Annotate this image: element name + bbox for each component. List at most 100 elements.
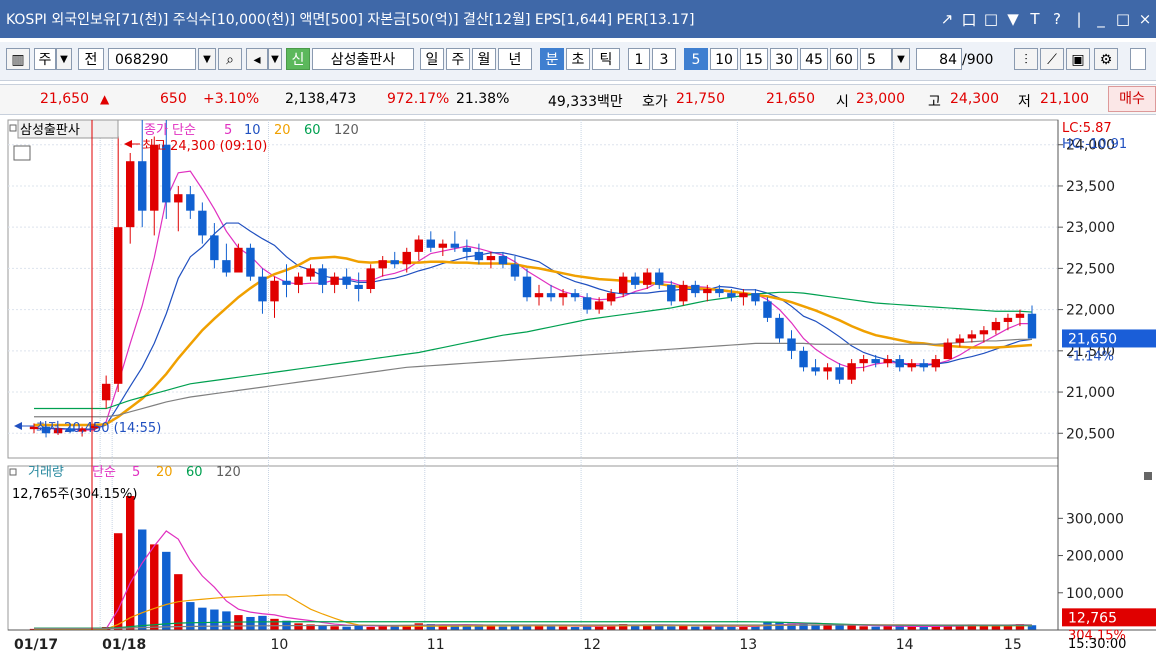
panel-close-icon: [1144, 472, 1152, 480]
volume-bar: [630, 625, 640, 630]
chevron-down-icon[interactable]: ▼: [892, 48, 910, 70]
font-size-icon[interactable]: T: [1030, 10, 1040, 28]
volume-bar: [150, 544, 159, 630]
candle-body: [330, 276, 339, 285]
candle-body: [919, 363, 928, 368]
candle-body: [306, 268, 315, 277]
volume-bar: [498, 626, 508, 630]
period-month[interactable]: 월: [472, 48, 496, 70]
open-price: 23,000: [856, 91, 905, 107]
volume-bar: [198, 607, 207, 630]
x-tick-label: 11: [427, 637, 445, 653]
candle-body: [859, 359, 868, 364]
volume-bar: [919, 627, 928, 630]
volume-bar: [859, 626, 868, 630]
candle-body: [378, 260, 387, 269]
interval-30[interactable]: 30: [770, 48, 798, 70]
period-day[interactable]: 일: [420, 48, 444, 70]
chevron-down-icon[interactable]: ▼: [268, 48, 282, 70]
help-icon[interactable]: ?: [1053, 10, 1061, 28]
candle-body: [847, 363, 856, 380]
volume-bar: [787, 623, 796, 630]
volume-bar: [438, 624, 448, 630]
link-icon[interactable]: ↗: [940, 10, 954, 28]
period-second[interactable]: 초: [566, 48, 590, 70]
stock-info-title: KOSPI 외국인보유[71(천)] 주식수[10,000(천)] 액면[500…: [6, 12, 695, 28]
volume-bar: [955, 625, 965, 630]
candle-body: [643, 272, 652, 285]
close-icon[interactable]: ×: [1138, 10, 1152, 28]
stock-code-input[interactable]: 068290: [108, 48, 196, 70]
candle-body: [679, 284, 688, 302]
interval-15[interactable]: 15: [740, 48, 768, 70]
restore-window-icon[interactable]: 口: [961, 10, 977, 29]
volume-ratio: 972.17%: [387, 91, 450, 107]
candle-body: [77, 428, 87, 432]
line-tool-icon[interactable]: ⟋: [1040, 48, 1064, 70]
period-minute[interactable]: 분: [540, 48, 564, 70]
candle-body: [895, 359, 904, 368]
current-volume-label: 12,765: [1068, 610, 1117, 626]
volume-bar: [546, 626, 556, 630]
interval-5[interactable]: 5: [684, 48, 708, 70]
interval-3[interactable]: 3: [652, 48, 676, 70]
period-year[interactable]: 년: [498, 48, 532, 70]
stock-name-field[interactable]: 삼성출판사: [312, 48, 414, 70]
minimize-icon[interactable]: _: [1097, 10, 1105, 28]
candle-body: [450, 243, 460, 248]
interval-select[interactable]: 5: [860, 48, 892, 70]
chevron-down-icon[interactable]: ▼: [198, 48, 216, 70]
candle-body: [907, 363, 916, 368]
period-tick[interactable]: 틱: [592, 48, 620, 70]
maximize-icon[interactable]: □: [1115, 10, 1131, 28]
save-icon[interactable]: ▣: [1066, 48, 1090, 70]
interval-10[interactable]: 10: [710, 48, 738, 70]
magnifier-icon[interactable]: ⌕: [218, 48, 242, 70]
volume-bar: [871, 626, 880, 630]
candle-body: [691, 284, 700, 294]
credit-badge: 신: [286, 48, 310, 70]
buy-button[interactable]: 매수: [1108, 86, 1156, 112]
volume-bar: [113, 533, 123, 630]
price-tick-label: 23,000: [1066, 220, 1115, 236]
interval-1[interactable]: 1: [628, 48, 650, 70]
ma-line-10: [34, 222, 1033, 430]
price-tick-label: 21,500: [1066, 344, 1115, 360]
hc-label: HC:-10.91: [1062, 137, 1127, 152]
volume-ma-line-5: [34, 530, 1032, 630]
volume-bar: [643, 624, 652, 630]
candle-tool-icon[interactable]: ⫶: [1014, 48, 1038, 70]
volume-bar: [354, 624, 363, 630]
count-input[interactable]: 84: [916, 48, 962, 70]
current-volume-pct: 304.15%: [1068, 628, 1126, 643]
up-arrow-icon: ▲: [100, 92, 110, 106]
chart-mode-icon[interactable]: ▥: [6, 48, 30, 70]
interval-45[interactable]: 45: [800, 48, 828, 70]
volume-bar: [330, 626, 339, 630]
speaker-icon[interactable]: ◂: [246, 48, 268, 70]
new-window-icon[interactable]: □: [983, 10, 999, 28]
checkbox[interactable]: [1130, 48, 1146, 70]
market-select[interactable]: 주: [34, 48, 56, 70]
candle-body: [510, 264, 520, 277]
candle-body: [835, 367, 844, 380]
chevron-down-icon[interactable]: ▼: [56, 48, 72, 70]
candle-body: [630, 276, 640, 285]
pin-icon[interactable]: ▼: [1007, 10, 1019, 28]
period-week[interactable]: 주: [446, 48, 470, 70]
volume-bar: [703, 625, 712, 630]
interval-60[interactable]: 60: [830, 48, 858, 70]
panel-toggle-icon: [9, 468, 17, 476]
candle-body: [29, 426, 39, 430]
candle-body: [426, 239, 436, 248]
volume-bar: [558, 626, 568, 630]
prev-button[interactable]: 전: [78, 48, 104, 70]
volume-tick-label: 200,000: [1066, 549, 1124, 565]
gear-icon[interactable]: ⚙: [1094, 48, 1118, 70]
volume-bar: [739, 627, 748, 630]
current-price: 21,650: [40, 91, 89, 107]
candle-body: [582, 297, 592, 310]
candle-body: [534, 293, 544, 298]
price-volume-chart[interactable]: 24,000 23,500 23,000 22,500 22,000 21,500 21,0…: [0, 114, 1156, 659]
table-icon: [13, 145, 31, 161]
